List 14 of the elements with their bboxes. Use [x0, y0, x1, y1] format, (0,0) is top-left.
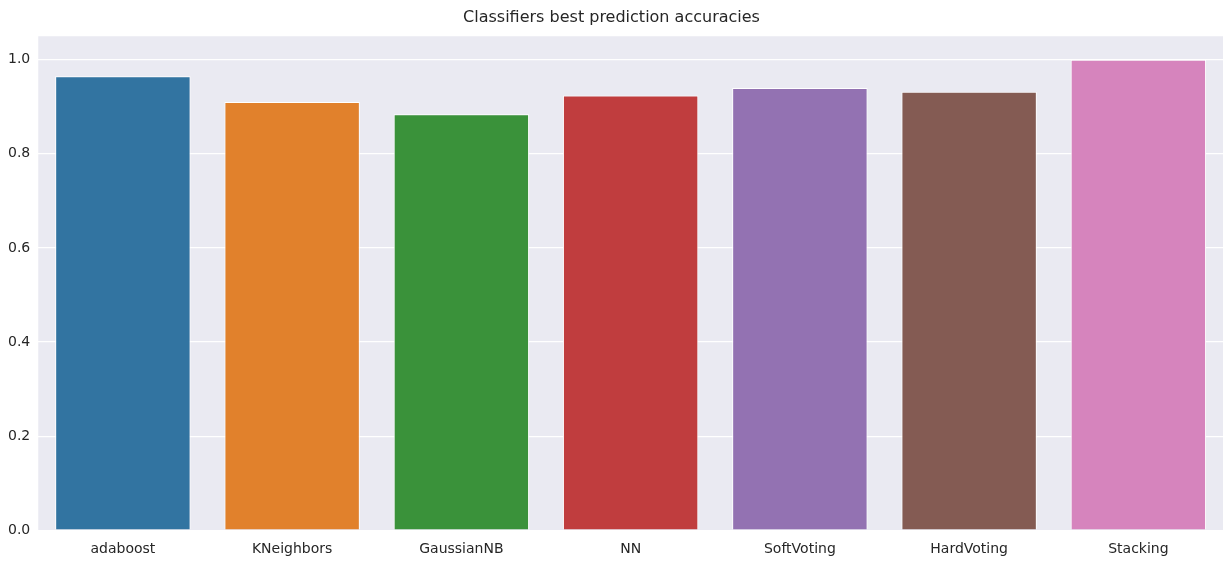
y-tick-label: 0.6 — [8, 238, 31, 255]
y-tick-label: 0.2 — [8, 426, 31, 443]
y-tick-label: 0.8 — [8, 144, 31, 161]
y-tick-label: 0.4 — [8, 332, 31, 349]
chart-title: Classifiers best prediction accuracies — [463, 6, 760, 26]
y-tick-label: 1.0 — [8, 50, 31, 67]
x-tick-label: SoftVoting — [763, 540, 836, 557]
x-tick-label: GaussianNB — [419, 540, 504, 557]
x-tick-label: HardVoting — [930, 540, 1008, 557]
x-tick-label: Stacking — [1108, 540, 1169, 557]
x-tick-label: NN — [620, 540, 642, 557]
x-tick-label: KNeighbors — [251, 540, 333, 557]
x-tick-label: adaboost — [90, 540, 156, 557]
y-tick-label: 0.0 — [8, 520, 31, 537]
